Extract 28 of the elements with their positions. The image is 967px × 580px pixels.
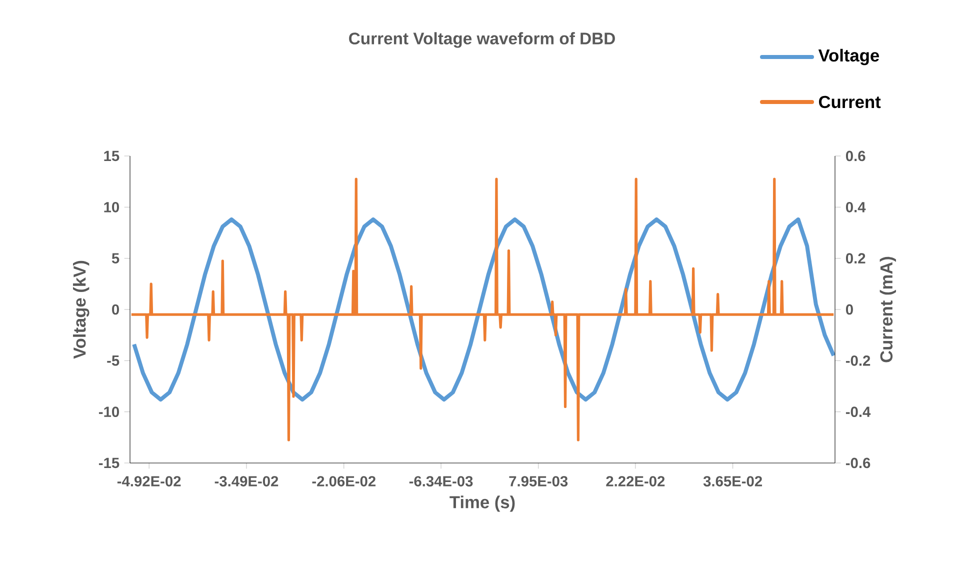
y-tick-label: 0 bbox=[112, 304, 119, 315]
y2-tick-label: 0.4 bbox=[846, 202, 866, 212]
x-tick-label: 2.22E-02 bbox=[606, 476, 665, 486]
y-tick-label: 5 bbox=[112, 253, 120, 264]
y2-tick-label: 0.2 bbox=[846, 253, 866, 264]
y-tick-label: 15 bbox=[104, 150, 120, 162]
legend-label: Current bbox=[818, 96, 881, 108]
x-tick-label: -2.06E-02 bbox=[312, 476, 376, 486]
x-tick-label: 7.95E-03 bbox=[509, 476, 568, 486]
y2-tick-label: 0 bbox=[846, 304, 853, 315]
y-tick-label: 10 bbox=[104, 202, 119, 212]
y-tick-label: -10 bbox=[98, 406, 119, 418]
y2-tick-label: 0.6 bbox=[846, 150, 866, 162]
y2-tick-label: -0.2 bbox=[846, 355, 870, 366]
chart-title: Current Voltage waveform of DBD bbox=[349, 32, 615, 48]
y-axis-title: Voltage (kV) bbox=[73, 260, 90, 359]
x-tick-label: -6.34E-03 bbox=[409, 476, 473, 486]
x-axis-title: Time (s) bbox=[450, 496, 515, 512]
x-tick-label: -4.92E-02 bbox=[117, 476, 181, 486]
y2-axis-title: Current (mA) bbox=[880, 256, 896, 362]
legend-label: Voltage bbox=[818, 48, 880, 66]
y-tick-label: -5 bbox=[107, 356, 120, 366]
y-tick-label: -15 bbox=[98, 458, 120, 468]
x-tick-label: 3.65E-02 bbox=[703, 476, 762, 486]
line-series bbox=[130, 178, 835, 442]
y2-tick-label: -0.4 bbox=[846, 406, 871, 418]
x-tick-label: -3.49E-02 bbox=[214, 476, 278, 486]
y2-tick-label: -0.6 bbox=[846, 458, 870, 468]
